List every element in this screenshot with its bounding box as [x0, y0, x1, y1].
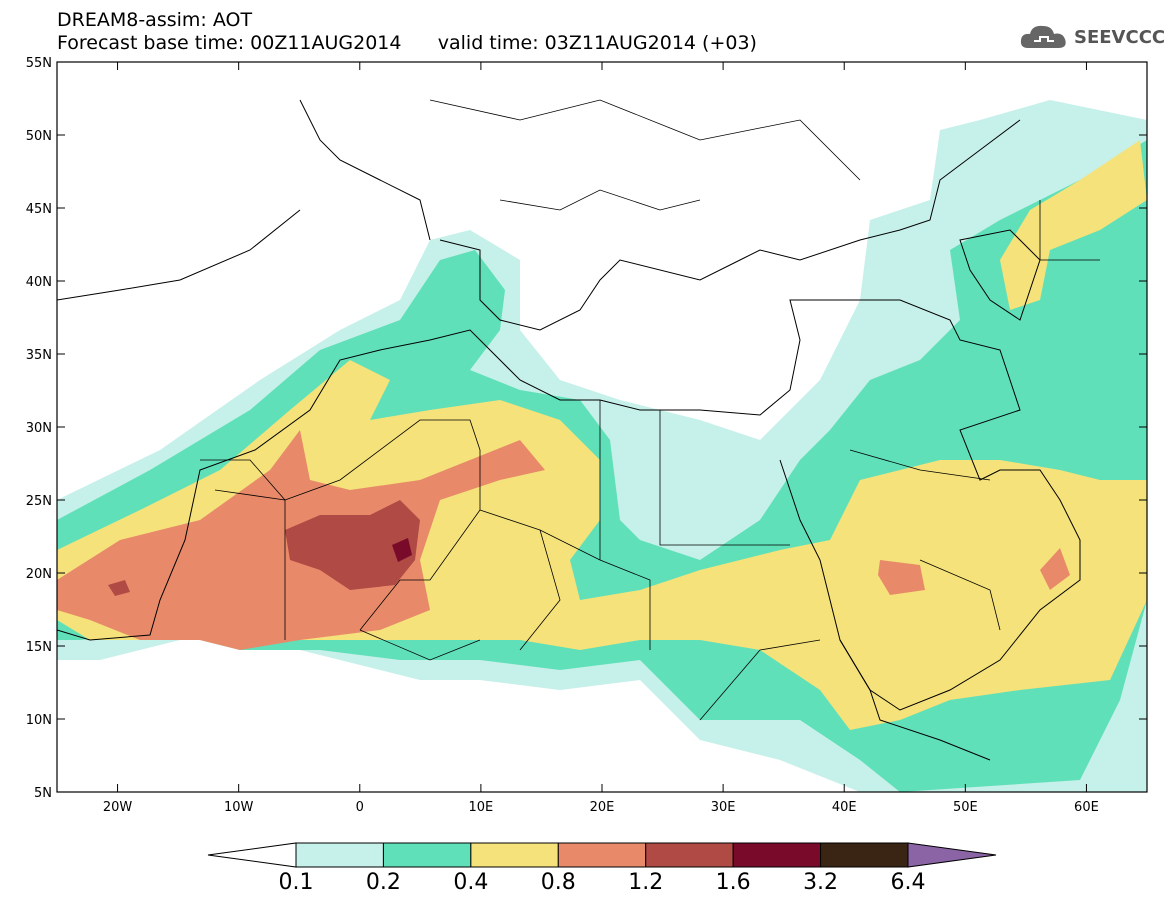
colorbar-swatch: [382, 842, 472, 868]
lat-tick-label: 50N: [26, 129, 52, 144]
forecast-base-time: Forecast base time: 00Z11AUG2014: [57, 32, 402, 54]
colorbar-label: 0.4: [453, 870, 488, 895]
coastlines: [57, 99, 1081, 761]
colorbar-swatch: [557, 842, 647, 868]
lon-tick-label: 20E: [590, 800, 615, 815]
aot-band-0.4-caspian: [1000, 140, 1147, 310]
colorbar-swatch: [295, 842, 384, 868]
cloud-icon: [1020, 25, 1066, 48]
lat-tick-label: 45N: [26, 202, 52, 217]
aot-band-1.2-west: [108, 580, 130, 596]
valid-time: valid time: 03Z11AUG2014 (+03): [437, 32, 757, 54]
colorbar-label: 6.4: [891, 870, 926, 895]
logo-text: SEEVCCC: [1074, 26, 1165, 48]
lon-tick-label: 30E: [711, 800, 736, 815]
colorbar-swatch: [645, 842, 734, 868]
axis-labels: 20W 10W 0 10E 20E 30E 40E 50E 60E 55N 50N 45N 40N 35N…: [26, 56, 1099, 815]
aot-band-1.6: [392, 538, 412, 562]
seevccc-logo: SEEVCCC: [1018, 22, 1165, 52]
lat-tick-label: 25N: [26, 494, 52, 509]
lat-tick-label: 20N: [26, 567, 52, 582]
axis-ticks: [57, 61, 1147, 793]
colorbar-swatch: [732, 842, 822, 868]
colorbar-label: 0.8: [541, 870, 576, 895]
lon-tick-label: 60E: [1074, 800, 1099, 815]
country-borders: [200, 99, 1100, 721]
aot-field: [57, 100, 1147, 792]
aot-band-0.4: [57, 360, 1147, 730]
lat-tick-label: 40N: [26, 275, 52, 290]
aot-band-1.2: [285, 500, 420, 590]
colorbar-label: 0.1: [279, 870, 314, 895]
time-info: Forecast base time: 00Z11AUG2014 valid t…: [57, 33, 757, 53]
lon-tick-label: 20W: [103, 800, 133, 815]
lat-tick-label: 5N: [34, 786, 52, 801]
lon-tick-label: 10E: [469, 800, 494, 815]
map-title: DREAM8-assim: AOT: [57, 9, 253, 31]
lat-tick-label: 35N: [26, 348, 52, 363]
lat-tick-label: 30N: [26, 421, 52, 436]
aot-band-0.8-arabia: [878, 560, 925, 595]
colorbar: 0.1 0.2 0.4 0.8 1.2 1.6 3.2 6.4: [207, 842, 997, 895]
lat-tick-label: 15N: [26, 640, 52, 655]
lon-tick-label: 10W: [224, 800, 254, 815]
colorbar-label: 1.6: [716, 870, 751, 895]
lon-tick-label: 0: [356, 800, 364, 815]
colorbar-swatch: [820, 842, 909, 868]
colorbar-label: 3.2: [803, 870, 838, 895]
colorbar-label: 0.2: [366, 870, 401, 895]
lon-tick-label: 50E: [953, 800, 978, 815]
colorbar-left-arrow: [207, 842, 297, 868]
colorbar-label: 1.2: [628, 870, 663, 895]
colorbar-swatch: [470, 842, 559, 868]
aot-band-0.8-oman: [1040, 548, 1070, 590]
lat-tick-label: 10N: [26, 713, 52, 728]
colorbar-right-arrow: [907, 842, 997, 868]
lat-tick-label: 55N: [26, 56, 52, 71]
lon-tick-label: 40E: [832, 800, 857, 815]
